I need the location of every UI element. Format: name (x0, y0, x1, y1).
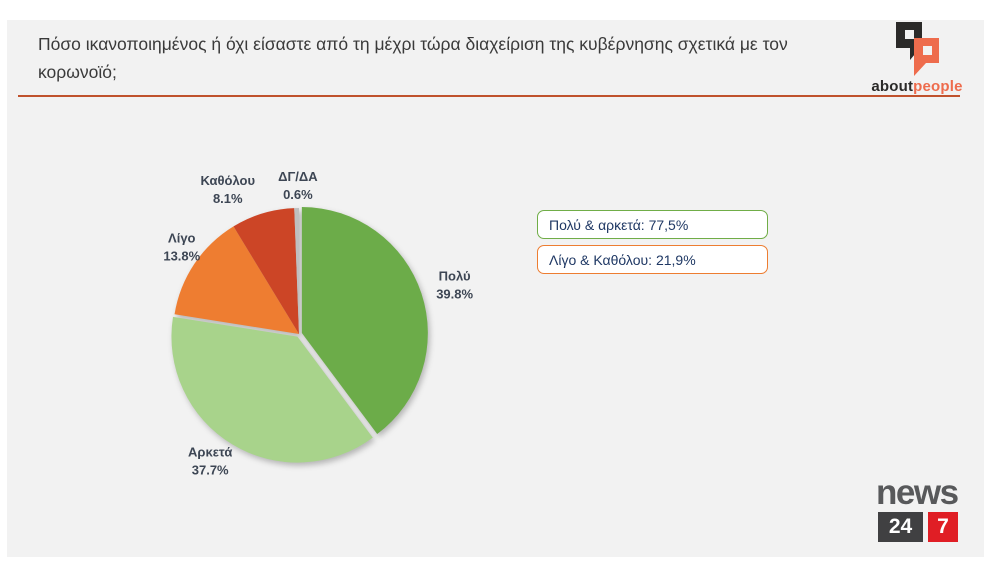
pie-label-1: Αρκετά 37.7% (188, 444, 232, 477)
title-divider-line (18, 95, 960, 97)
pie-slice-4 (294, 208, 299, 334)
news247-wordmark: news (876, 473, 959, 512)
pie-label-3: Καθόλου 8.1% (200, 173, 255, 206)
question-title: Πόσο ικανοποιημένος ή όχι είσαστε από τη… (38, 34, 788, 82)
pie-slice-0 (301, 207, 428, 435)
news247-7-badge: 7 (928, 512, 958, 542)
news247-number-row: 24 7 (878, 512, 968, 542)
pie-slice-1 (171, 316, 373, 463)
summary-box-satisfied: Πολύ & αρκετά: 77,5% (537, 210, 768, 239)
pie-label-4: ΔΓ/ΔΑ 0.6% (278, 169, 318, 202)
summary-box-unsatisfied: Λίγο & Καθόλου: 21,9% (537, 245, 768, 274)
aboutpeople-wordmark: aboutpeople (862, 78, 972, 95)
aboutpeople-logo-icon (896, 22, 939, 76)
news247-24-badge: 24 (878, 512, 923, 542)
pie-chart-svg: Πολύ 39.8% Αρκετά 37.7% Λίγο 13.8%Καθόλου 8.1%… (163, 169, 473, 477)
summary-box-group: Πολύ & αρκετά: 77,5% Λίγο & Καθόλου: 21,… (537, 210, 768, 280)
pie-slice-2 (174, 226, 299, 334)
pie-label-0: Πολύ 39.8% (436, 268, 473, 301)
pie-slice-3 (233, 208, 299, 334)
pie-label-2: Λίγο 13.8% (163, 231, 200, 264)
slide-panel: Πόσο ικανοποιημένος ή όχι είσαστε από τη… (7, 20, 984, 557)
pie-chart: Πολύ 39.8% Αρκετά 37.7% Λίγο 13.8% Καθόλου 8.1%… (90, 140, 510, 486)
brand-word-people: people (913, 78, 963, 95)
news247-logo: news 24 7 (876, 473, 968, 542)
brand-word-about: about (871, 78, 914, 95)
